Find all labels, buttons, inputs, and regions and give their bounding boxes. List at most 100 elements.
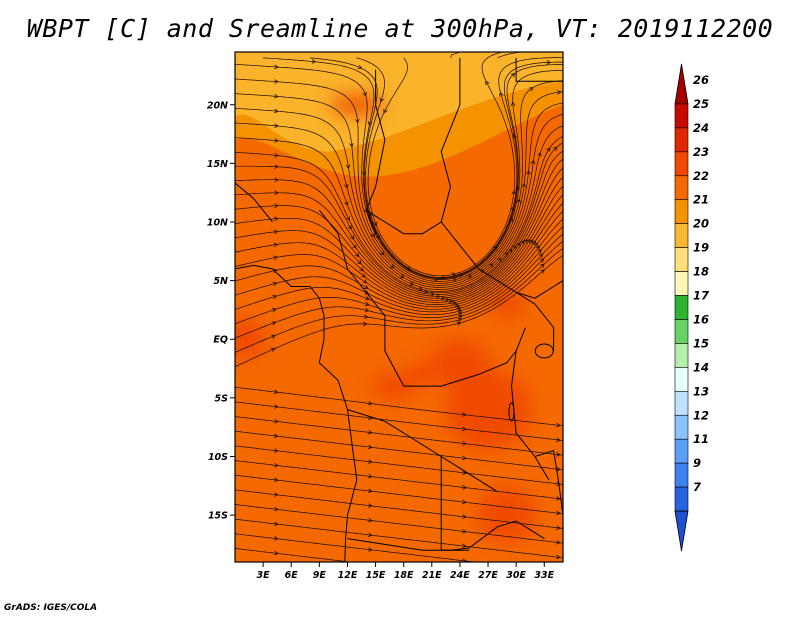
streamline-arrow xyxy=(488,263,494,268)
streamline-arrow xyxy=(274,506,279,512)
streamline-arrow xyxy=(345,164,351,169)
streamline-arrow xyxy=(274,389,279,395)
streamline-arrow xyxy=(368,401,373,406)
colorbar-swatch xyxy=(674,391,689,416)
streamline-arrow xyxy=(409,281,414,286)
colorbar-label: 25 xyxy=(693,97,709,111)
streamline xyxy=(235,78,563,282)
border-angola-zambia xyxy=(440,456,470,551)
colorbar-label: 17 xyxy=(693,289,709,303)
streamline-arrow xyxy=(530,160,536,165)
colorbar-label: 11 xyxy=(693,432,709,446)
lon-label: 18E xyxy=(394,570,414,581)
latitude-axis: 20N 15N 10N 5N EQ 5S 10S 15S xyxy=(207,100,235,522)
streamline xyxy=(235,247,563,353)
streamline-arrow xyxy=(368,517,373,523)
streamline-arrow xyxy=(357,260,362,265)
streamline-arrow xyxy=(274,203,279,209)
streamline-arrow xyxy=(274,79,279,84)
border-tanzania-west xyxy=(510,350,550,481)
streamline-arrow xyxy=(462,455,467,461)
streamline xyxy=(235,167,563,299)
streamline-arrow xyxy=(457,317,462,323)
colorbar-swatch xyxy=(674,319,689,344)
colorbar-swatch xyxy=(674,295,689,320)
streamline xyxy=(235,113,563,288)
streamline xyxy=(235,210,563,310)
streamline xyxy=(235,430,563,471)
streamline-arrow xyxy=(499,92,504,97)
streamline-arrow xyxy=(274,216,279,222)
streamline-arrow xyxy=(399,274,405,279)
lat-label: 5S xyxy=(215,393,229,404)
lon-label: 9E xyxy=(313,570,327,581)
coastline-west xyxy=(235,264,358,562)
border-chad-sudan xyxy=(440,57,461,223)
colorbar-label: 13 xyxy=(693,384,709,398)
colorbar-swatch xyxy=(674,462,689,488)
streamline-arrow xyxy=(354,252,360,257)
streamline xyxy=(497,52,525,59)
streamline-arrow xyxy=(462,499,467,505)
colorbar-swatch xyxy=(674,175,689,201)
streamline-arrow xyxy=(458,314,463,320)
streamline-arrow xyxy=(364,290,369,295)
colorbar-cap-top xyxy=(674,63,689,105)
colorbar-label: 20 xyxy=(693,217,709,231)
colorbar-label: 12 xyxy=(693,408,709,422)
coastline-east xyxy=(591,281,610,398)
streamline xyxy=(235,504,563,544)
streamline-arrow xyxy=(462,514,467,519)
colorbar-swatch xyxy=(674,151,689,177)
streamline-arrow xyxy=(539,258,544,263)
warm-patch xyxy=(429,338,490,387)
streamline-arrow xyxy=(538,253,543,258)
streamline-arrow xyxy=(389,264,395,269)
streamline-arrow xyxy=(271,307,277,313)
streamline-arrow xyxy=(349,235,355,240)
warm-patch xyxy=(476,487,537,544)
lake-victoria xyxy=(534,343,554,359)
colorbar-swatch xyxy=(674,199,689,224)
streamline xyxy=(235,474,563,515)
streamline-arrow xyxy=(556,46,560,50)
streamline-arrow xyxy=(274,93,279,99)
streamline-arrow xyxy=(540,269,545,274)
streamline-arrow xyxy=(273,229,278,235)
streamline-arrow xyxy=(444,297,449,303)
lon-label: 12E xyxy=(338,570,358,581)
warm-patch xyxy=(235,319,267,360)
streamline xyxy=(235,233,563,325)
colorbar-label: 21 xyxy=(693,193,709,207)
streamline-arrow xyxy=(537,249,542,254)
colorbar-label: 26 xyxy=(693,73,709,87)
streamline-arrow xyxy=(435,294,440,299)
colorbar-label: 19 xyxy=(693,241,709,255)
streamline-arrow xyxy=(368,415,373,421)
streamline-arrow xyxy=(516,199,521,204)
streamline-arrow xyxy=(362,91,367,97)
colorbar-label: 23 xyxy=(693,145,709,159)
streamline-arrow xyxy=(274,108,279,114)
lat-label: 20N xyxy=(207,100,228,111)
grads-credit: GrADS: IGES/COLA xyxy=(4,603,98,613)
streamline-arrow xyxy=(510,73,516,78)
colorbar-label: 7 xyxy=(693,480,701,494)
streamline xyxy=(235,460,563,500)
lon-label: 27E xyxy=(478,570,498,581)
streamline-arrow xyxy=(556,90,561,95)
lat-label: 10S xyxy=(208,452,228,463)
streamline-arrow xyxy=(364,301,370,307)
streamline-arrow xyxy=(272,281,277,287)
streamline-arrow xyxy=(368,488,373,494)
border-congo xyxy=(318,209,526,387)
streamline-arrow xyxy=(556,481,561,486)
streamline-arrow xyxy=(462,485,467,490)
colorbar-swatch xyxy=(674,438,689,464)
streamline-arrow xyxy=(511,190,516,195)
lon-label: 30E xyxy=(506,570,526,581)
streamline xyxy=(367,52,516,277)
streamline-arrow xyxy=(274,177,279,183)
wbpt-field xyxy=(235,52,563,562)
streamline-arrow xyxy=(362,279,368,284)
